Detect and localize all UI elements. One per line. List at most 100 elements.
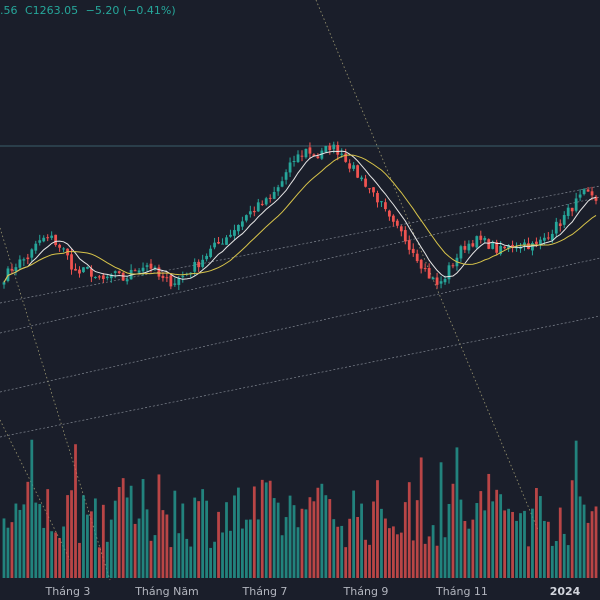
candle-body <box>213 242 216 248</box>
candle-body <box>93 276 97 278</box>
volume-bar <box>157 474 161 578</box>
candle-body <box>431 277 435 280</box>
volume-bar <box>344 547 348 578</box>
candle-body <box>260 203 264 205</box>
candle-body <box>221 243 224 245</box>
candle-body <box>109 274 113 279</box>
candle-body <box>348 163 352 169</box>
candle-body <box>58 244 62 248</box>
volume-bar <box>399 532 403 578</box>
candle-body <box>121 272 125 281</box>
candle-body <box>137 270 141 273</box>
volume-bar <box>78 542 81 578</box>
volume-bar <box>209 547 212 578</box>
volume-bar <box>519 513 522 578</box>
volume-bar <box>451 483 455 578</box>
volume-bar <box>161 510 165 578</box>
candle-body <box>499 245 503 255</box>
candle-body <box>582 189 586 195</box>
candle-body <box>141 267 145 272</box>
volume-bar <box>491 501 495 578</box>
candle-body <box>169 275 173 287</box>
candle-body <box>74 268 77 271</box>
trend-channel-3 <box>0 257 600 393</box>
candle-body <box>264 198 268 205</box>
volume-bar <box>356 516 360 578</box>
volume-bar <box>495 489 499 578</box>
volume-bar <box>141 479 145 578</box>
candle-body <box>62 248 65 250</box>
volume-bar <box>10 522 14 578</box>
volume-bar <box>221 532 224 578</box>
candle-body <box>256 202 260 212</box>
volume-bar <box>586 522 590 578</box>
volume-bar <box>503 510 507 578</box>
candle-body <box>503 246 507 249</box>
volume-bar <box>435 545 439 578</box>
candle-body <box>268 197 272 199</box>
volume-bar <box>82 495 85 578</box>
volume-bar <box>50 531 54 578</box>
candle-body <box>304 148 308 158</box>
candle-body <box>324 145 328 153</box>
candle-body <box>113 271 117 273</box>
volume-bar <box>554 541 558 578</box>
candle-body <box>161 275 165 278</box>
volume-bar <box>308 497 312 578</box>
volume-bar <box>511 511 514 578</box>
volume-bar <box>284 517 288 578</box>
candle-body <box>189 272 193 274</box>
volume-bar <box>403 502 407 578</box>
candle-body <box>558 223 562 227</box>
volume-bar <box>145 509 149 578</box>
candle-body <box>590 191 594 196</box>
volume-bar <box>558 507 562 578</box>
candle-body <box>574 198 578 211</box>
candle-body <box>511 244 514 248</box>
candle-body <box>395 220 399 226</box>
candle-body <box>471 243 475 247</box>
volume-bar <box>304 509 308 578</box>
candle-body <box>336 145 340 155</box>
volume-bar <box>225 502 228 578</box>
candle-body <box>368 188 371 190</box>
volume-bar <box>276 502 280 578</box>
volume-bar <box>566 545 570 578</box>
x-tick-label: Tháng Năm <box>134 585 199 598</box>
volume-bar <box>38 504 42 578</box>
candle-body <box>125 279 129 282</box>
volume-bar <box>66 495 69 578</box>
candle-body <box>157 267 161 277</box>
candle-body <box>542 237 546 241</box>
volume-bar <box>288 495 292 578</box>
volume-bar <box>54 532 58 578</box>
volume-bar <box>570 480 574 578</box>
volume-bar <box>292 505 296 578</box>
candle-body <box>50 235 54 238</box>
volume-bar <box>125 497 129 578</box>
candle-body <box>153 267 157 269</box>
ohlc-change: −5.20 (−0.41%) <box>85 4 176 17</box>
candle-body <box>209 248 212 257</box>
volume-bar <box>320 483 324 578</box>
candle-body <box>487 239 491 249</box>
volume-bar <box>523 510 526 578</box>
ohlc-low-fragment: .56 <box>0 4 18 17</box>
volume-bar <box>86 514 89 578</box>
candle-body <box>475 236 479 248</box>
volume-bar <box>42 527 46 578</box>
volume-bar <box>252 486 256 578</box>
volume-bar <box>443 537 447 578</box>
volume-bar <box>109 519 113 578</box>
candle-body <box>443 278 447 283</box>
volume-bar <box>594 506 598 578</box>
candle-body <box>495 242 499 253</box>
volume-bar <box>205 500 209 578</box>
candle-body <box>507 245 510 249</box>
volume-bar <box>336 526 340 578</box>
candle-body <box>308 147 312 154</box>
ma-line-slow <box>3 154 597 283</box>
candle-body <box>316 156 320 159</box>
